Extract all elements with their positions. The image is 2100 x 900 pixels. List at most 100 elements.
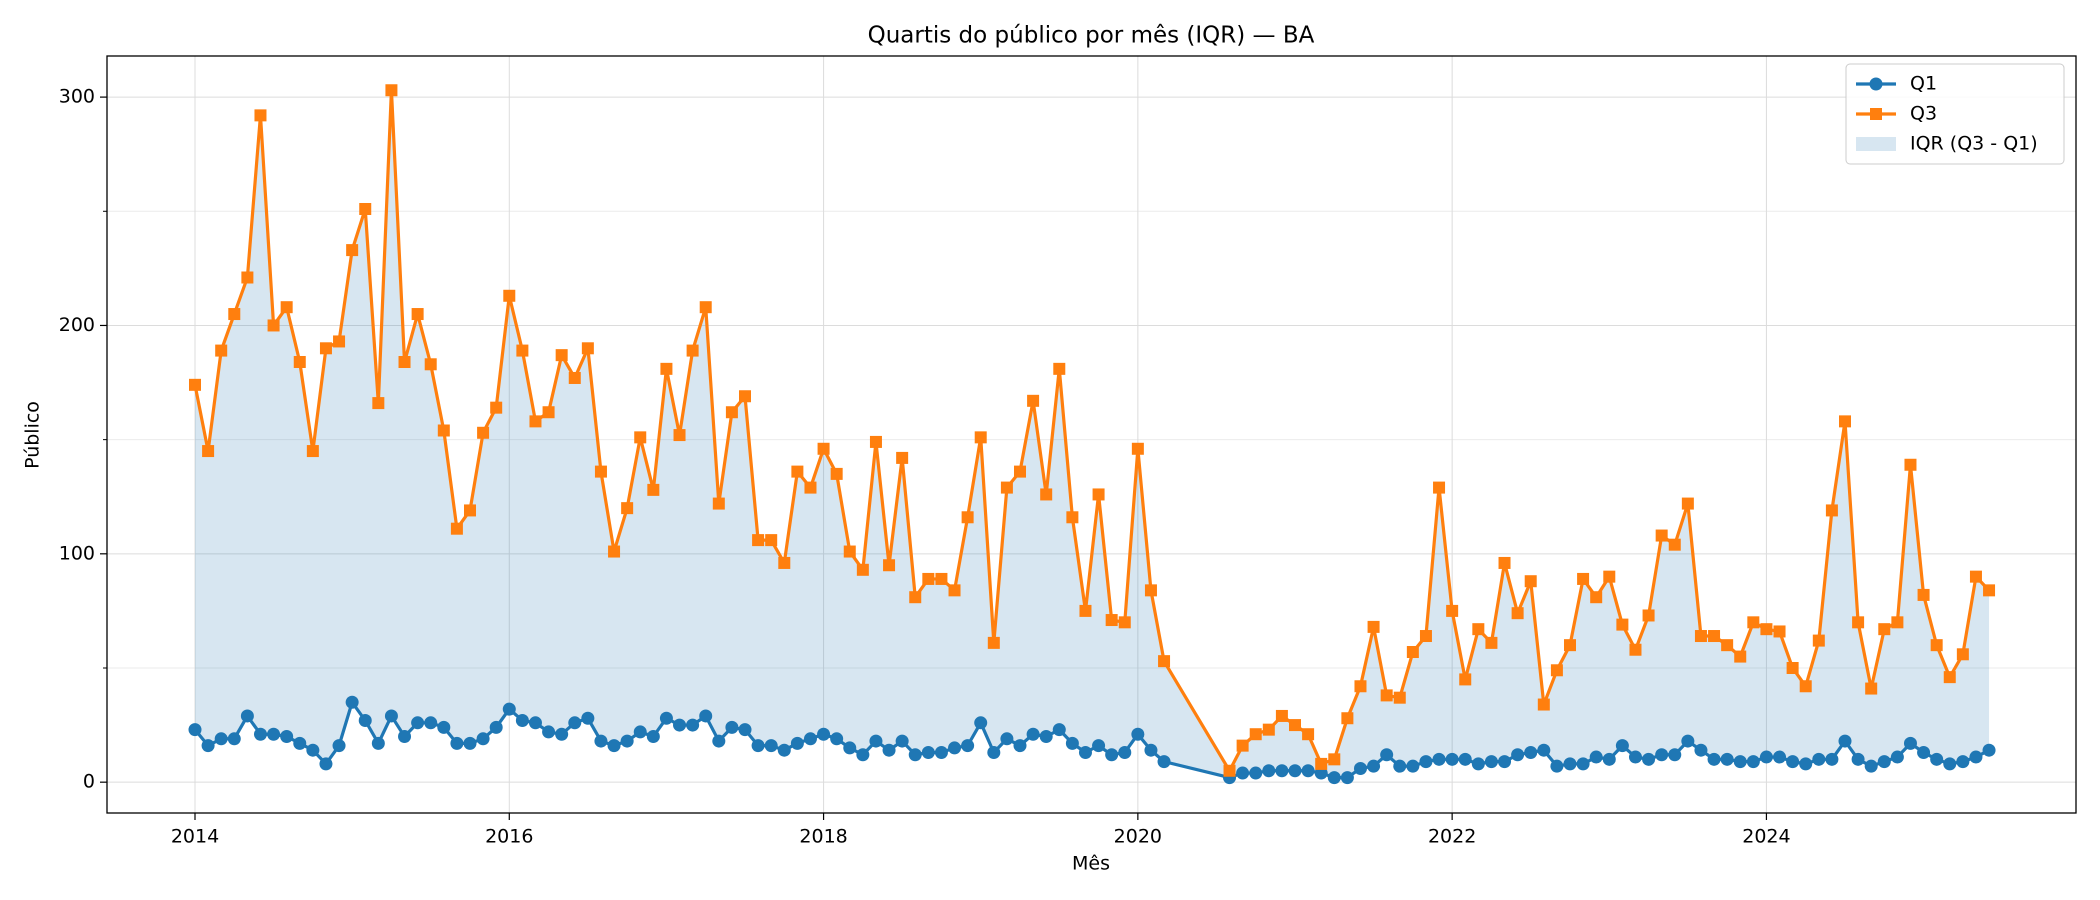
marker	[1445, 752, 1459, 766]
marker	[594, 465, 607, 478]
marker	[306, 445, 319, 458]
marker	[1904, 458, 1917, 471]
marker	[1786, 755, 1800, 769]
marker	[1262, 764, 1276, 778]
marker	[1838, 734, 1852, 748]
marker	[293, 355, 306, 368]
marker	[1419, 755, 1433, 769]
marker	[1092, 739, 1106, 753]
marker	[1773, 750, 1787, 764]
marker	[1367, 759, 1381, 773]
marker	[1053, 362, 1066, 375]
marker	[1773, 625, 1786, 638]
marker	[581, 342, 594, 355]
marker	[948, 584, 961, 597]
marker	[1354, 680, 1367, 693]
marker	[188, 723, 202, 737]
marker	[1302, 728, 1315, 741]
marker	[725, 720, 739, 734]
marker	[791, 465, 804, 478]
marker	[1105, 614, 1118, 627]
marker	[1616, 618, 1629, 631]
marker	[490, 401, 503, 414]
marker	[1380, 689, 1393, 702]
marker	[189, 378, 201, 391]
marker	[738, 723, 752, 737]
marker	[974, 716, 988, 730]
marker	[1956, 755, 1970, 769]
marker	[1118, 745, 1132, 759]
marker	[1812, 752, 1826, 766]
marker	[1851, 752, 1865, 766]
marker	[332, 739, 346, 753]
marker	[503, 289, 516, 302]
marker	[608, 545, 621, 558]
chart-title: Quartis do público por mês (IQR) — BA	[868, 23, 1315, 49]
marker	[1000, 732, 1014, 746]
marker	[934, 745, 948, 759]
marker	[1694, 630, 1707, 643]
marker	[594, 734, 608, 748]
marker	[1747, 616, 1760, 629]
marker	[424, 716, 438, 730]
marker	[883, 559, 896, 572]
marker	[1629, 643, 1642, 656]
marker	[1869, 77, 1883, 91]
marker	[1982, 743, 1996, 757]
marker	[699, 301, 712, 314]
marker	[633, 725, 647, 739]
marker	[253, 727, 267, 741]
marker	[254, 109, 267, 122]
marker	[1865, 682, 1878, 695]
marker	[267, 319, 280, 332]
marker	[1040, 488, 1053, 501]
marker	[712, 497, 725, 510]
marker	[1275, 709, 1288, 722]
marker	[1485, 636, 1498, 649]
legend-label: IQR (Q3 - Q1)	[1910, 133, 2038, 155]
marker	[358, 714, 372, 728]
marker	[1433, 481, 1446, 494]
marker	[1903, 736, 1917, 750]
marker	[1983, 584, 1996, 597]
marker	[830, 467, 843, 480]
marker	[895, 734, 909, 748]
marker	[1367, 620, 1380, 633]
marker	[987, 745, 1001, 759]
marker	[1118, 616, 1131, 629]
marker	[1144, 743, 1158, 757]
marker	[1760, 623, 1773, 636]
marker	[1039, 730, 1053, 744]
marker	[542, 406, 555, 419]
marker	[1511, 607, 1524, 620]
x-tick-label: 2020	[1114, 826, 1162, 848]
marker	[1864, 759, 1878, 773]
marker	[1484, 755, 1498, 769]
marker	[909, 591, 922, 604]
marker	[803, 732, 817, 746]
marker	[634, 431, 647, 444]
marker	[437, 424, 450, 437]
marker	[542, 725, 556, 739]
marker	[659, 711, 673, 725]
marker	[1590, 591, 1603, 604]
marker	[712, 734, 726, 748]
marker	[1550, 664, 1563, 677]
marker	[1013, 739, 1027, 753]
marker	[1628, 750, 1642, 764]
legend-box	[1845, 63, 2065, 165]
x-tick-label: 2022	[1428, 826, 1476, 848]
marker	[1852, 616, 1865, 629]
marker	[463, 736, 477, 750]
marker	[673, 718, 687, 732]
marker	[424, 358, 437, 371]
marker	[1708, 630, 1721, 643]
marker	[411, 716, 425, 730]
marker	[1393, 691, 1406, 704]
marker	[267, 727, 281, 741]
marker	[280, 301, 293, 314]
marker	[987, 636, 1000, 649]
marker	[778, 556, 791, 569]
marker	[1131, 727, 1145, 741]
marker	[686, 344, 699, 357]
